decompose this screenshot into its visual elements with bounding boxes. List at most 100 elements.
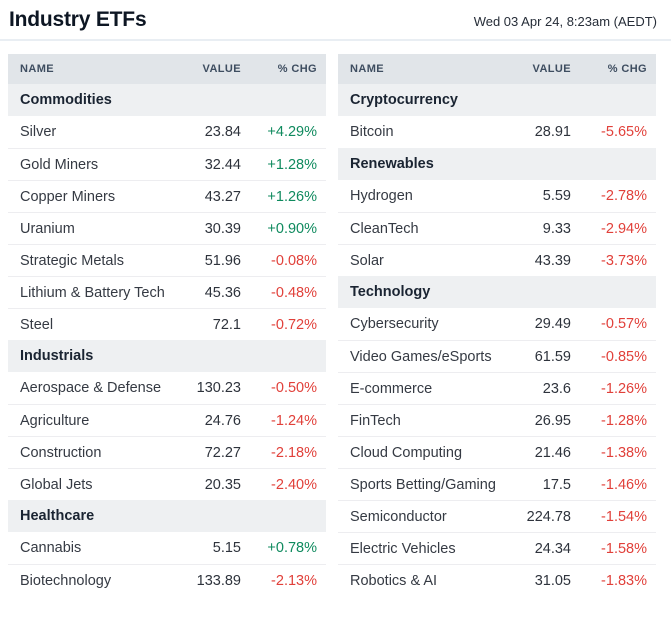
column-header-row: NAME VALUE % CHG [338, 54, 656, 84]
etf-name: Uranium [20, 220, 75, 237]
table-row[interactable]: Robotics & AI 31.05 -1.83% [338, 564, 656, 596]
etf-name: Global Jets [20, 476, 93, 493]
etf-value: 72.1 [212, 316, 241, 333]
table-row[interactable]: Solar 43.39 -3.73% [338, 244, 656, 276]
etf-name: Cybersecurity [350, 316, 439, 332]
table-row[interactable]: Steel 72.1 -0.72% [8, 308, 326, 340]
section-row: Cryptocurrency [338, 84, 656, 116]
etf-value: 32.44 [204, 156, 241, 173]
column-header-chg: % CHG [277, 63, 317, 75]
etf-change: -1.28% [601, 412, 647, 429]
etf-value: 23.84 [204, 124, 241, 140]
column-header-value: VALUE [202, 63, 241, 75]
etf-change: -1.38% [601, 444, 647, 461]
etf-change: -2.18% [271, 444, 317, 461]
etf-value: 26.95 [534, 412, 571, 429]
table-row[interactable]: FinTech 26.95 -1.28% [338, 404, 656, 436]
etf-value: 72.27 [204, 444, 241, 461]
etf-change: -1.83% [601, 572, 647, 589]
etf-change: -1.58% [601, 540, 647, 557]
table-row[interactable]: Silver 23.84 +4.29% [8, 116, 326, 148]
table-row[interactable]: Agriculture 24.76 -1.24% [8, 404, 326, 436]
etf-value: 24.34 [534, 540, 571, 557]
etf-name: Silver [20, 124, 57, 140]
etf-name: Hydrogen [350, 188, 413, 204]
column-header-chg: % CHG [607, 63, 647, 75]
etf-value: 45.36 [204, 284, 241, 301]
etf-change: -1.54% [601, 508, 647, 525]
etf-name: Lithium & Battery Tech [20, 284, 165, 301]
table-row[interactable]: Semiconductor 224.78 -1.54% [338, 500, 656, 532]
etf-change: -2.13% [271, 572, 317, 589]
table-row[interactable]: CleanTech 9.33 -2.94% [338, 212, 656, 244]
table-row[interactable]: Hydrogen 5.59 -2.78% [338, 180, 656, 212]
etf-name: Cannabis [20, 540, 82, 556]
table-row[interactable]: Gold Miners 32.44 +1.28% [8, 148, 326, 180]
etf-change: -2.78% [601, 188, 647, 204]
etf-value: 5.59 [542, 188, 571, 204]
etf-value: 28.91 [534, 124, 571, 140]
table-row[interactable]: Copper Miners 43.27 +1.26% [8, 180, 326, 212]
etf-change: +0.78% [267, 540, 317, 556]
etf-value: 24.76 [204, 412, 241, 429]
etf-change: -0.48% [271, 284, 317, 301]
table-row[interactable]: Electric Vehicles 24.34 -1.58% [338, 532, 656, 564]
etf-name: Bitcoin [350, 124, 394, 140]
etf-change: -0.57% [601, 316, 647, 332]
table-row[interactable]: Bitcoin 28.91 -5.65% [338, 116, 656, 148]
table-row[interactable]: Uranium 30.39 +0.90% [8, 212, 326, 244]
table-row[interactable]: Video Games/eSports 61.59 -0.85% [338, 340, 656, 372]
etf-change: +1.28% [267, 156, 317, 173]
header-divider [0, 39, 671, 41]
etf-name: Semiconductor [350, 508, 447, 525]
table-row[interactable]: Construction 72.27 -2.18% [8, 436, 326, 468]
etf-table-right: NAME VALUE % CHG Cryptocurrency Bitcoin 28.91… [338, 54, 656, 596]
page-title: Industry ETFs [9, 8, 147, 31]
table-row[interactable]: Aerospace & Defense 130.23 -0.50% [8, 372, 326, 404]
table-row[interactable]: Lithium & Battery Tech 45.36 -0.48% [8, 276, 326, 308]
etf-name: Robotics & AI [350, 572, 438, 589]
etf-tables: NAME VALUE % CHG Commodities Silver 23.84 +4.2… [0, 41, 671, 596]
table-row[interactable]: Global Jets 20.35 -2.40% [8, 468, 326, 500]
section-label: Technology [350, 284, 431, 300]
etf-name: Strategic Metals [20, 252, 124, 269]
section-row: Renewables [338, 148, 656, 180]
etf-name: CleanTech [350, 220, 419, 237]
etf-name: Solar [350, 252, 384, 269]
timestamp: Wed 03 Apr 24, 8:23am (AEDT) [473, 14, 657, 29]
etf-value: 61.59 [534, 348, 571, 365]
table-row[interactable]: Strategic Metals 51.96 -0.08% [8, 244, 326, 276]
etf-change: -1.46% [601, 476, 647, 493]
section-row: Technology [338, 276, 656, 308]
etf-name: E-commerce [350, 380, 433, 397]
etf-change: -2.94% [601, 220, 647, 237]
etf-change: -1.24% [271, 412, 317, 429]
table-row[interactable]: Cloud Computing 21.46 -1.38% [338, 436, 656, 468]
etf-name: Electric Vehicles [350, 540, 456, 557]
etf-name: Biotechnology [20, 572, 112, 589]
etf-name: Agriculture [20, 412, 90, 429]
etf-value: 29.49 [534, 316, 571, 332]
etf-change: -0.85% [601, 348, 647, 365]
etf-value: 17.5 [542, 476, 571, 493]
section-row: Commodities [8, 84, 326, 116]
etf-name: Steel [20, 316, 54, 333]
section-label: Industrials [20, 348, 94, 364]
table-row[interactable]: Cannabis 5.15 +0.78% [8, 532, 326, 564]
etf-change: +1.26% [267, 188, 317, 205]
etf-value: 51.96 [204, 252, 241, 269]
etf-value: 30.39 [204, 220, 241, 237]
table-row[interactable]: E-commerce 23.6 -1.26% [338, 372, 656, 404]
etf-value: 43.27 [204, 188, 241, 205]
table-row[interactable]: Biotechnology 133.89 -2.13% [8, 564, 326, 596]
etf-name: Gold Miners [20, 156, 99, 173]
etf-name: Video Games/eSports [350, 348, 492, 365]
etf-value: 5.15 [212, 540, 241, 556]
section-label: Renewables [350, 156, 434, 172]
table-row[interactable]: Sports Betting/Gaming 17.5 -1.46% [338, 468, 656, 500]
etf-change: +0.90% [267, 220, 317, 237]
table-row[interactable]: Cybersecurity 29.49 -0.57% [338, 308, 656, 340]
column-header-name: NAME [350, 63, 384, 75]
etf-change: -0.08% [271, 252, 317, 269]
etf-name: Cloud Computing [350, 444, 463, 461]
